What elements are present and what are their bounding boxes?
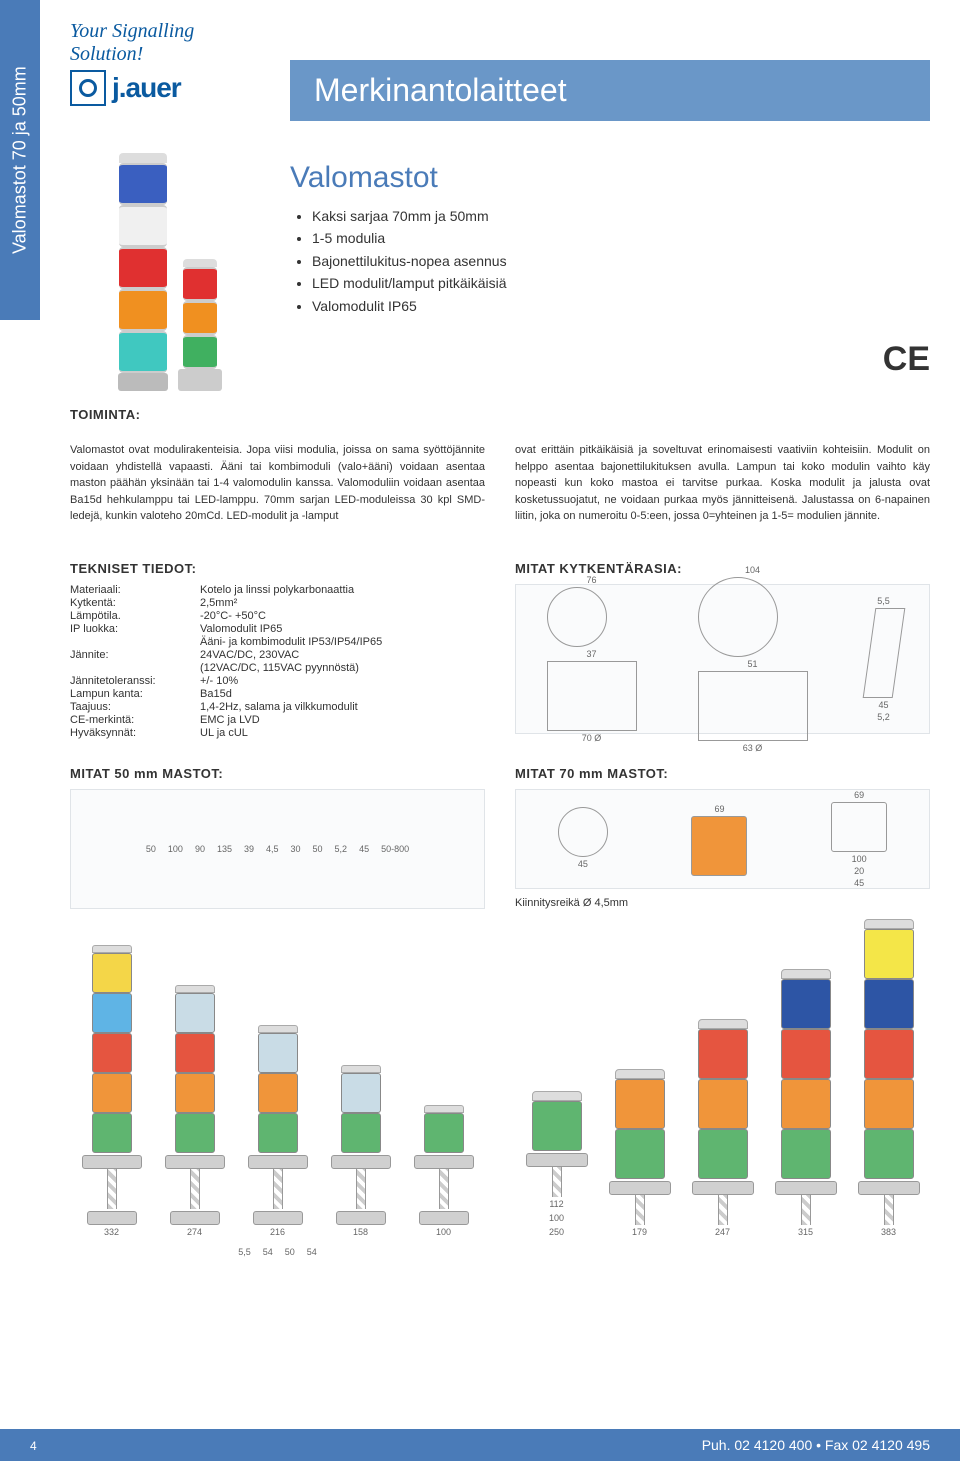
bullet-item: Valomodulit IP65 (312, 295, 930, 317)
section-70-title: MITAT 70 mm MASTOT: (515, 766, 930, 781)
specs-and-kytk: TEKNISET TIEDOT: Materiaali:Kotelo ja li… (70, 545, 930, 740)
page: Valomastot 70 ja 50mm Your Signalling So… (0, 0, 960, 1461)
spec-row: Hyväksynnät:UL ja cUL (70, 727, 485, 739)
toiminta-right: ovat erittäin pitkäikäisiä ja soveltuvat… (515, 442, 930, 525)
mast50-top-diagram: 5010090135394,530505,24550-800 (70, 789, 485, 909)
bullet-item: 1-5 modulia (312, 227, 930, 249)
mast-stack: 315 (775, 969, 837, 1239)
mast-stack: 274 (165, 985, 225, 1239)
mast50-section: MITAT 50 mm MASTOT: 5010090135394,530505… (70, 750, 485, 1259)
mast-stack: 158 (331, 1065, 391, 1239)
mast70-section: MITAT 70 mm MASTOT: 45 69 69 100 20 45 (515, 750, 930, 1259)
title-band: Merkinantolaitteet (290, 60, 930, 121)
tower-small (178, 259, 222, 391)
slogan: Your Signalling Solution! (70, 20, 270, 66)
spec-row: Materiaali:Kotelo ja linssi polykarbonaa… (70, 584, 485, 596)
bullet-list: Kaksi sarjaa 70mm ja 50mm1-5 moduliaBajo… (290, 205, 930, 317)
tekniset-col: TEKNISET TIEDOT: Materiaali:Kotelo ja li… (70, 545, 485, 740)
brand-text: j.auer (112, 72, 181, 104)
hero-text: Valomastot Kaksi sarjaa 70mm ja 50mm1-5 … (290, 131, 930, 391)
toiminta-left: Valomastot ovat modulirakenteisia. Jopa … (70, 442, 485, 525)
spec-row: Lämpötila.-20°C- +50°C (70, 610, 485, 622)
spec-row: CE-merkintä:EMC ja LVD (70, 714, 485, 726)
mast50-stacks: 332 274 216 158 100 (70, 919, 485, 1239)
mast-stack: 216 (248, 1025, 308, 1239)
hero: Valomastot Kaksi sarjaa 70mm ja 50mm1-5 … (70, 131, 930, 391)
mast70-top-diagram: 45 69 69 100 20 45 (515, 789, 930, 889)
toiminta-columns: Valomastot ovat modulirakenteisia. Jopa … (70, 442, 930, 525)
footer: 4 Puh. 02 4120 400 • Fax 02 4120 495 (0, 1429, 960, 1461)
mast-sections: MITAT 50 mm MASTOT: 5010090135394,530505… (70, 750, 930, 1259)
mast-stack: 100 (414, 1105, 474, 1239)
bullet-item: Kaksi sarjaa 70mm ja 50mm (312, 205, 930, 227)
mast-stack: 179 (609, 1069, 671, 1239)
spec-row: Ääni- ja kombimodulit IP53/IP54/IP65 (70, 636, 485, 648)
spec-table: Materiaali:Kotelo ja linssi polykarbonaa… (70, 584, 485, 739)
kytk-diagram: 76 37 70 Ø 104 51 63 Ø 5,5 45 (515, 584, 930, 734)
footer-contact: Puh. 02 4120 400 • Fax 02 4120 495 (702, 1437, 930, 1453)
tower-large (118, 153, 168, 391)
section-tekniset-title: TEKNISET TIEDOT: (70, 561, 485, 576)
kytk-col: MITAT KYTKENTÄRASIA: 76 37 70 Ø 104 51 6… (515, 545, 930, 740)
section-50-title: MITAT 50 mm MASTOT: (70, 766, 485, 781)
mast70-stacks: 112100250 179 247 315 383 (515, 919, 930, 1239)
brand-icon (70, 70, 106, 106)
spec-row: IP luokka:Valomodulit IP65 (70, 623, 485, 635)
page-number: 4 (30, 1439, 37, 1453)
mast-stack: 383 (858, 919, 920, 1239)
section-toiminta-title: TOIMINTA: (70, 407, 930, 422)
mast-stack: 247 (692, 1019, 754, 1239)
ce-mark: CE (883, 340, 930, 379)
subtitle: Valomastot (290, 161, 930, 195)
header: Your Signalling Solution! j.auer Merkina… (70, 20, 930, 121)
mast-stack: 112100250 (526, 1091, 588, 1239)
spec-row: Taajuus:1,4-2Hz, salama ja vilkkumodulit (70, 701, 485, 713)
logo-block: Your Signalling Solution! j.auer (70, 20, 270, 106)
side-tab: Valomastot 70 ja 50mm (0, 0, 40, 320)
mast50-extra-dims: 5,5545054 (70, 1245, 485, 1259)
brand: j.auer (70, 70, 270, 106)
spec-row: (12VAC/DC, 115VAC pyynnöstä) (70, 662, 485, 674)
spec-row: Kytkentä:2,5mm² (70, 597, 485, 609)
spec-row: Lampun kanta:Ba15d (70, 688, 485, 700)
mast-stack: 332 (82, 945, 142, 1239)
bullet-item: Bajonettilukitus-nopea asennus (312, 250, 930, 272)
spec-row: Jännitetoleranssi:+/- 10% (70, 675, 485, 687)
hero-image (70, 131, 270, 391)
note-70: Kiinnitysreikä Ø 4,5mm (515, 897, 930, 909)
spec-row: Jännite:24VAC/DC, 230VAC (70, 649, 485, 661)
bullet-item: LED modulit/lamput pitkäikäisiä (312, 272, 930, 294)
